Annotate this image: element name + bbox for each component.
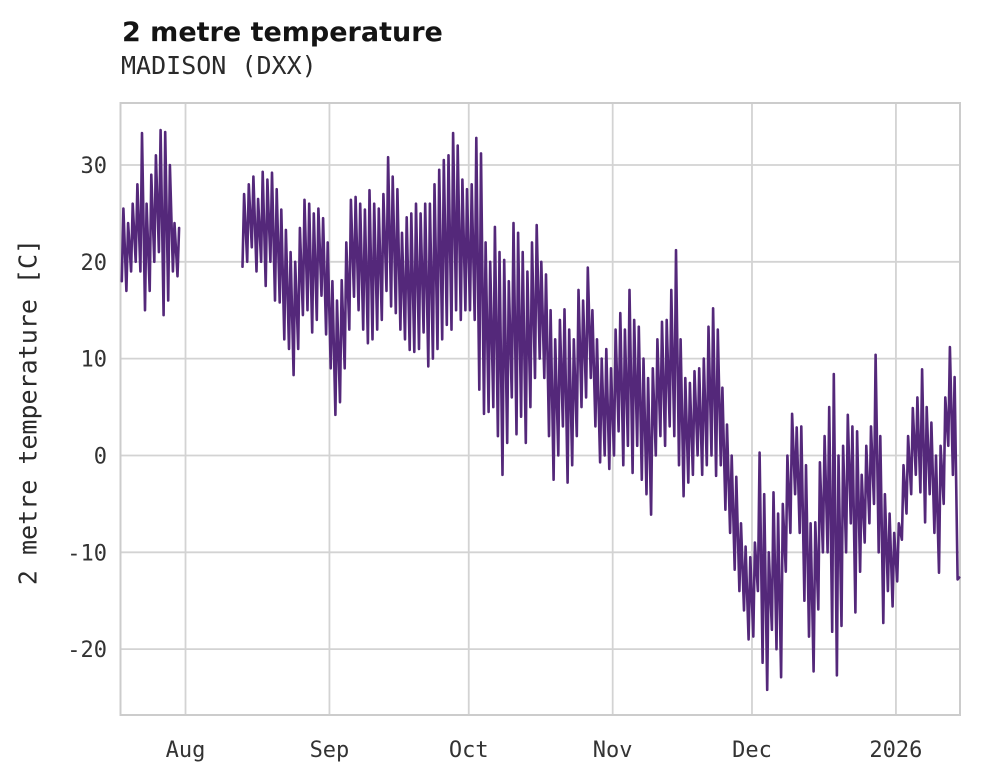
- svg-text:-10: -10: [67, 541, 107, 566]
- svg-text:10: 10: [81, 348, 108, 373]
- svg-text:Sep: Sep: [310, 738, 350, 763]
- x-tick-labels: Aug Sep Oct Nov Dec 2026: [166, 738, 923, 763]
- svg-text:-20: -20: [67, 638, 107, 663]
- plot-border: [119, 102, 961, 716]
- svg-text:2026: 2026: [869, 738, 922, 763]
- y-tick-labels: 30 20 10 0 -10 -20: [67, 154, 107, 663]
- chart-subtitle: MADISON (DXX): [121, 51, 317, 80]
- svg-text:Dec: Dec: [732, 738, 772, 763]
- svg-text:30: 30: [81, 154, 108, 179]
- svg-text:20: 20: [81, 251, 108, 276]
- svg-text:Oct: Oct: [449, 738, 489, 763]
- chart-title: 2 metre temperature: [122, 17, 443, 48]
- temperature-line: [120, 128, 961, 692]
- svg-text:Aug: Aug: [166, 738, 206, 763]
- svg-text:0: 0: [94, 444, 107, 469]
- svg-text:Nov: Nov: [593, 738, 633, 763]
